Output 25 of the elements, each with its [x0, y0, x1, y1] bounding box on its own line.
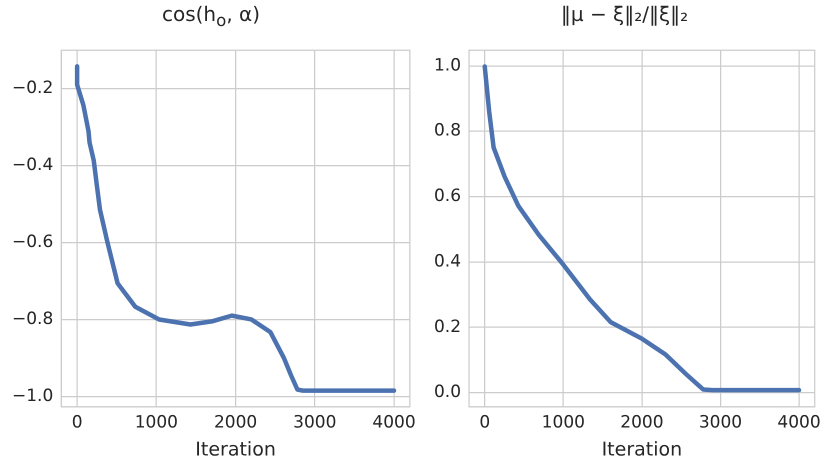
y-tick-label: −0.2 — [12, 78, 54, 98]
x-tick-label: 4000 — [777, 412, 821, 432]
y-tick-label: 0.2 — [434, 316, 462, 337]
x-tick-label: 3000 — [293, 412, 336, 432]
x-tick-label: 2000 — [214, 412, 258, 432]
y-tick-label: 0.8 — [434, 120, 462, 141]
x-tick-label: 0 — [72, 412, 83, 432]
y-tick-label: 0.6 — [434, 186, 462, 206]
y-tick-label: −1.0 — [12, 386, 54, 406]
y-tick-label: 0.0 — [434, 382, 462, 402]
y-tick-label: −0.6 — [12, 232, 54, 252]
y-tick-label: −0.8 — [12, 308, 54, 329]
x-tick-label: 2000 — [620, 412, 664, 432]
x-axis-title: Iteration — [602, 438, 682, 461]
y-tick-label: 0.4 — [434, 251, 462, 272]
x-tick-label: 4000 — [372, 412, 416, 432]
x-axis-title: Iteration — [195, 438, 276, 461]
chart-title: cos(h$_{o}$, α) — [160, 2, 262, 30]
x-tick-label: 1000 — [134, 412, 178, 432]
x-tick-label: 0 — [479, 412, 490, 432]
chart-title: ‖μ − ξ‖₂/‖ξ‖₂ — [560, 2, 690, 26]
y-tick-label: −0.4 — [12, 155, 54, 176]
y-tick-label: 1.0 — [434, 55, 462, 76]
x-tick-label: 3000 — [698, 412, 742, 432]
x-tick-label: 1000 — [542, 412, 585, 432]
